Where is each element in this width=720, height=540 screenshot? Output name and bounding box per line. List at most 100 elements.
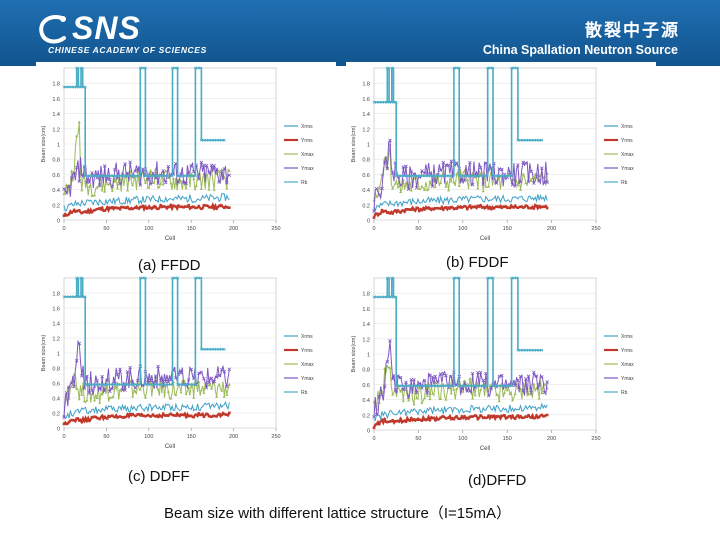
series-marker-rb bbox=[199, 276, 203, 280]
series-marker-ymax bbox=[500, 167, 504, 172]
series-marker-yrms bbox=[386, 211, 389, 215]
series-marker-rb bbox=[121, 174, 125, 178]
series-marker-ymax bbox=[425, 391, 430, 395]
series-marker-rb bbox=[397, 384, 401, 388]
series-marker-rb bbox=[372, 100, 376, 104]
series-marker-rb bbox=[473, 174, 477, 178]
series-marker-yrms bbox=[412, 418, 416, 421]
x-tick-label: 0 bbox=[62, 434, 65, 440]
series-marker-yrms bbox=[192, 205, 196, 209]
series-marker-yrms bbox=[123, 415, 127, 419]
series-marker-rb bbox=[67, 295, 71, 299]
series-marker-ymax bbox=[534, 374, 539, 378]
series-marker-rb bbox=[119, 382, 123, 387]
series-marker-yrms bbox=[540, 205, 544, 209]
series-marker-yrms bbox=[200, 207, 203, 211]
series-marker-yrms bbox=[210, 206, 213, 209]
series-marker-yrms bbox=[513, 417, 517, 420]
series-marker-yrms bbox=[415, 418, 418, 422]
series-marker-rb bbox=[421, 384, 425, 388]
series-marker-xmax bbox=[449, 179, 453, 183]
series-marker-ymax bbox=[449, 374, 454, 379]
series-marker-ymax bbox=[80, 374, 84, 378]
series-marker-rb bbox=[164, 174, 168, 178]
series-marker-xmax bbox=[404, 181, 408, 185]
series-marker-ymax bbox=[227, 367, 232, 372]
series-marker-yrms bbox=[194, 206, 198, 210]
series-marker-yrms bbox=[391, 419, 394, 422]
x-tick-label: 150 bbox=[187, 434, 196, 440]
series-marker-ymax bbox=[128, 160, 132, 164]
series-marker-rb bbox=[496, 174, 500, 178]
series-marker-rb bbox=[171, 276, 175, 280]
series-marker-rb bbox=[445, 174, 449, 178]
series-marker-rb bbox=[491, 276, 495, 280]
x-tick-label: 200 bbox=[547, 436, 556, 442]
series-marker-ymax bbox=[422, 378, 427, 383]
legend-label: Xmax bbox=[621, 362, 634, 368]
chart-panel-a: 0 0.2 0.4 0.6 0.8 1 1.2 1.4 1.6 1.8 0 50 100 150 200 25… bbox=[36, 62, 336, 248]
series-marker-yrms bbox=[194, 413, 198, 417]
series-marker-yrms bbox=[519, 414, 522, 418]
series-marker-ymax bbox=[444, 163, 448, 167]
series-marker-yrms bbox=[529, 206, 533, 210]
series-marker-yrms bbox=[417, 209, 421, 213]
series-marker-ymax bbox=[385, 166, 390, 171]
series-marker-yrms bbox=[500, 206, 504, 209]
series-marker-rb bbox=[129, 382, 133, 387]
legend-label: Xmax bbox=[301, 152, 314, 158]
series-marker-yrms bbox=[133, 206, 137, 210]
series-line-xrms bbox=[373, 193, 548, 213]
series-marker-yrms bbox=[452, 417, 456, 421]
series-marker-rb bbox=[212, 138, 216, 142]
series-marker-ymax bbox=[67, 184, 71, 189]
series-marker-yrms bbox=[399, 211, 402, 214]
y-tick-label: 1.8 bbox=[362, 82, 370, 88]
series-marker-xmax bbox=[524, 181, 528, 185]
series-marker-rb bbox=[504, 174, 508, 178]
series-marker-ymax bbox=[470, 371, 475, 376]
series-marker-ymax bbox=[526, 374, 531, 378]
x-tick-label: 0 bbox=[372, 436, 375, 442]
series-marker-rb bbox=[484, 174, 488, 178]
x-tick-label: 150 bbox=[187, 226, 196, 232]
series-marker-ymax bbox=[542, 390, 547, 395]
series-marker-rb bbox=[468, 384, 472, 388]
series-marker-rb bbox=[375, 295, 379, 299]
series-marker-yrms bbox=[116, 206, 119, 210]
series-marker-ymax bbox=[67, 385, 71, 389]
series-marker-rb bbox=[188, 382, 192, 387]
series-marker-ymax bbox=[156, 181, 160, 185]
series-marker-xmax bbox=[412, 402, 416, 406]
series-marker-rb bbox=[402, 384, 406, 388]
chart-panel-b: 0 0.2 0.4 0.6 0.8 1 1.2 1.4 1.6 1.8 0 50 100 150 200 25… bbox=[346, 62, 656, 248]
series-marker-ymax bbox=[401, 165, 406, 169]
y-tick-label: 1.8 bbox=[52, 82, 60, 88]
series-marker-yrms bbox=[444, 417, 448, 420]
legend-label: Xrms bbox=[621, 334, 633, 340]
series-marker-xmax bbox=[75, 134, 79, 138]
series-marker-xmax bbox=[447, 188, 451, 192]
series-marker-ymax bbox=[406, 395, 411, 399]
series-line-ymax bbox=[373, 340, 548, 418]
series-marker-xmax bbox=[166, 176, 170, 179]
series-marker-rb bbox=[176, 174, 180, 178]
x-axis-label: Cell bbox=[480, 446, 490, 452]
series-marker-yrms bbox=[187, 204, 190, 207]
series-marker-rb bbox=[390, 276, 394, 280]
series-marker-rb bbox=[141, 276, 145, 280]
series-marker-yrms bbox=[431, 207, 434, 211]
series-marker-yrms bbox=[543, 205, 546, 209]
series-marker-rb bbox=[437, 174, 441, 178]
series-marker-ymax bbox=[398, 375, 403, 380]
legend-label: Ymax bbox=[301, 166, 314, 172]
series-marker-yrms bbox=[177, 414, 180, 417]
series-marker-rb bbox=[526, 348, 531, 352]
series-marker-ymax bbox=[545, 380, 549, 384]
series-marker-yrms bbox=[217, 204, 221, 208]
series-marker-xmax bbox=[70, 169, 74, 173]
series-marker-ymax bbox=[123, 162, 127, 166]
series-marker-rb bbox=[188, 174, 192, 178]
series-marker-rb bbox=[397, 174, 401, 178]
series-marker-yrms bbox=[220, 413, 224, 417]
